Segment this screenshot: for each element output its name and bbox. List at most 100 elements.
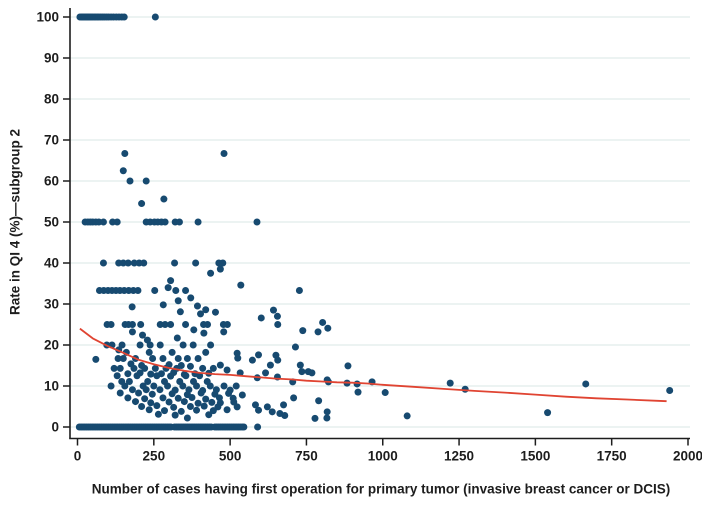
scatter-point [182,286,190,294]
scatter-point [142,386,150,394]
scatter-point [223,321,231,328]
scatter-point [193,382,201,390]
scatter-point [251,401,259,409]
scatter-point [124,259,132,267]
scatter-point [128,386,136,394]
scatter-point [207,341,215,349]
scatter-point [167,321,175,328]
scatter-point [160,407,168,415]
scatter-point [295,286,303,294]
y-tick-label: 10 [44,379,59,394]
scatter-point [446,379,454,387]
scatter-point [147,370,155,378]
scatter-point [120,13,128,21]
scatter-point [403,412,411,420]
scatter-point [582,380,590,388]
scatter-point [177,407,185,415]
scatter-point [159,301,167,309]
scatter-point [144,377,152,385]
scatter-point [220,150,228,158]
scatter-point [234,354,242,362]
scatter-point [257,314,265,322]
scatter-point [167,277,175,285]
y-tick-label: 30 [44,297,59,312]
scatter-point [124,394,132,402]
scatter-point [151,13,159,21]
scatter-point [174,297,182,305]
scatter-point [296,361,304,369]
scatter-point [174,355,182,363]
scatter-point [202,348,210,356]
scatter-point [187,294,195,302]
scatter-point [274,321,282,328]
x-tick-label: 2000 [673,449,702,464]
scatter-point [381,389,389,397]
y-tick-label: 70 [44,133,59,148]
scatter-point [118,341,126,349]
scatter-point [186,362,194,370]
scatter-point [161,218,169,226]
x-axis-title: Number of cases having first operation f… [91,481,671,497]
x-tick-label: 1500 [520,449,550,464]
scatter-point [160,195,168,203]
scatter-point [119,259,127,267]
scatter-point [142,177,150,185]
scatter-point [255,406,263,414]
scatter-point [161,321,169,328]
scatter-point [189,341,197,349]
scatter-point [116,389,124,397]
scatter-point [113,372,121,380]
scatter-point [255,351,263,359]
scatter-point [206,382,214,390]
scatter-point [168,348,176,356]
scatter-point [220,328,228,336]
scatter-point [216,361,224,369]
scatter-point [193,302,201,310]
scatter-point [147,399,155,407]
scatter-point [324,324,332,332]
y-tick-label: 80 [44,92,59,107]
y-tick-label: 20 [44,338,59,353]
scatter-point [354,388,362,396]
scatter-point [273,312,281,320]
scatter-point [216,265,224,273]
scatter-point [197,310,205,318]
scatter-point [209,407,217,415]
scatter-point [183,414,191,422]
scatter-point [114,355,122,363]
scatter-point [204,321,212,328]
scatter-point [148,390,156,398]
scatter-point [192,259,200,267]
scatter-point [274,356,282,364]
scatter-point [137,321,145,328]
scatter-point [223,406,231,414]
scatter-point [240,423,248,431]
scatter-point [156,321,164,328]
scatter-point [140,259,148,267]
scatter-point [153,402,161,410]
scatter-point [151,364,159,372]
scatter-point [193,406,201,414]
x-tick-label: 500 [219,449,242,464]
scatter-point [164,284,172,292]
scatter-point [159,394,167,402]
scatter-point [151,286,159,294]
scatter-point [209,364,217,372]
scatter-point [281,412,289,420]
scatter-point [196,372,204,380]
scatter-point [319,318,327,326]
scatter-point [179,341,187,349]
scatter-point [174,394,182,402]
scatter-point [170,403,178,411]
scatter-point [263,403,271,411]
lowess-line [79,327,667,403]
scatter-point [544,409,552,417]
scatter-point [125,377,133,385]
scatter-point [223,366,231,374]
scatter-point [266,361,274,369]
scatter-point [248,356,256,364]
scatter-point [141,395,149,403]
scatter-point [232,382,240,390]
scatter-point [254,423,262,431]
